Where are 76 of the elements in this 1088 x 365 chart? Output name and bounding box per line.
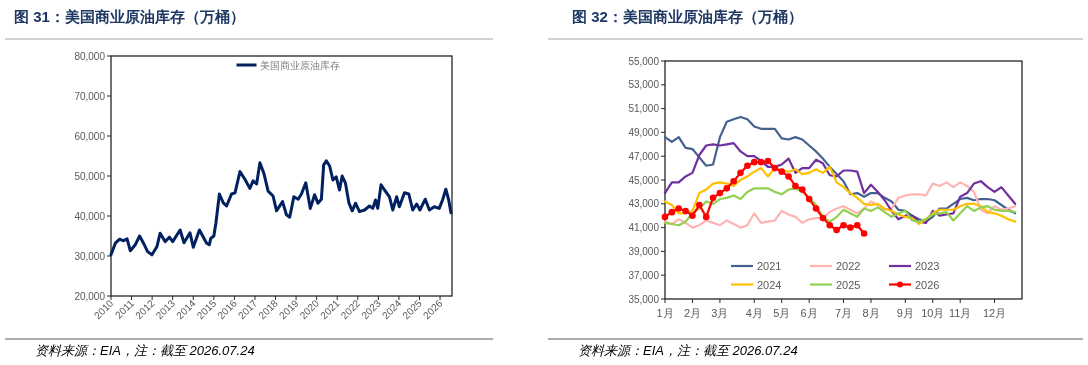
- y-tick-label: 80,000: [74, 50, 106, 62]
- point: [702, 213, 710, 221]
- point: [696, 201, 703, 209]
- y-tick-label: 50,000: [74, 170, 106, 182]
- line-series: [663, 165, 1017, 226]
- text: 资料来源：EIA，注：截至 2026.07.24: [35, 343, 255, 358]
- point: [744, 162, 751, 170]
- x-tick-label: 2月: [683, 307, 702, 319]
- x-tick-label: 7月: [834, 307, 853, 319]
- x-tick-label: 9月: [896, 307, 914, 319]
- legend-label: 2022: [836, 260, 861, 272]
- text: 资料来源：EIA，注：截至 2026.07.24: [578, 343, 798, 358]
- legend-label: 2025: [836, 278, 861, 291]
- point: [764, 157, 772, 165]
- x-tick-label: 10月: [921, 307, 945, 319]
- point: [675, 205, 683, 212]
- x-tick-label: 8月: [862, 307, 880, 319]
- point: [826, 221, 834, 229]
- point: [840, 221, 847, 229]
- point: [833, 226, 840, 234]
- point: [847, 224, 854, 231]
- point: [682, 207, 689, 215]
- y-tick-label: 60,000: [74, 130, 106, 142]
- y-tick-label: 70,000: [74, 90, 106, 102]
- y-tick-label: 41,000: [628, 222, 660, 234]
- point: [709, 194, 717, 202]
- x-tick-label: 4月: [745, 307, 763, 319]
- line-series: [663, 181, 1017, 229]
- point: [730, 177, 737, 185]
- point: [819, 214, 827, 222]
- point: [737, 169, 744, 177]
- x-tick-label: 5月: [773, 307, 791, 319]
- point: [661, 213, 669, 221]
- legend-label: 2026: [915, 278, 940, 291]
- legend-label: 2023: [915, 260, 940, 272]
- y-tick-label: 53,000: [628, 79, 660, 91]
- y-tick-label: 37,000: [628, 269, 660, 281]
- legend-label: 2024: [757, 278, 782, 291]
- x-tick-label: 6月: [800, 307, 818, 319]
- point: [750, 158, 758, 166]
- y-tick-label: 51,000: [628, 103, 660, 115]
- point: [757, 158, 765, 166]
- line-series: [663, 115, 1017, 223]
- point: [805, 195, 813, 203]
- point: [853, 221, 861, 229]
- chart-title: 图 31：美国商业原油库存（万桶）: [14, 8, 245, 25]
- point: [716, 189, 724, 197]
- y-tick-label: 40,000: [74, 210, 106, 222]
- y-tick-label: 45,000: [628, 174, 660, 186]
- x-tick-label: 1月: [656, 307, 674, 319]
- y-tick-label: 47,000: [628, 150, 660, 162]
- chart-title: 图 32：美国商业原油库存（万桶）: [572, 8, 803, 25]
- point: [860, 230, 868, 237]
- y-tick-label: 43,000: [628, 198, 660, 210]
- legend-label: 2021: [757, 260, 782, 272]
- point: [689, 212, 696, 219]
- point: [812, 205, 820, 212]
- point: [668, 208, 676, 216]
- x-tick-label: 11月: [949, 307, 972, 319]
- y-tick-label: 30,000: [74, 250, 106, 262]
- point: [799, 186, 806, 193]
- y-tick-label: 49,000: [628, 126, 660, 138]
- line-series: [109, 159, 453, 257]
- point: [785, 173, 792, 180]
- line-series: [663, 142, 1017, 224]
- point: [723, 185, 731, 192]
- y-tick-label: 35,000: [628, 293, 660, 305]
- y-tick-label: 55,000: [628, 55, 660, 67]
- y-tick-label: 39,000: [628, 245, 660, 257]
- legend-label: 美国商业原油库存: [259, 60, 340, 71]
- point: [778, 168, 786, 175]
- y-tick-label: 20,000: [74, 290, 106, 302]
- x-tick-label: 3月: [711, 307, 729, 319]
- point: [792, 182, 799, 190]
- point: [771, 164, 779, 172]
- x-tick-label: 12月: [982, 307, 1007, 319]
